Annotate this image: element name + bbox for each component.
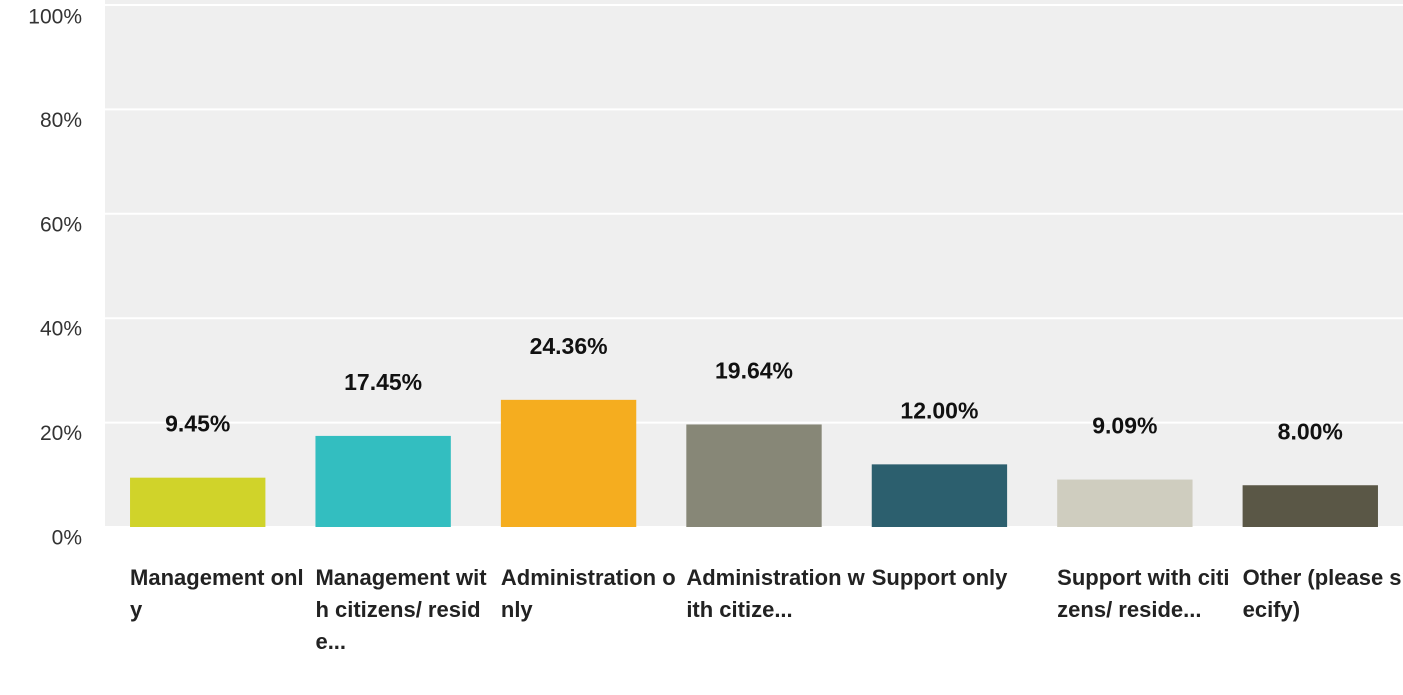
value-label: 9.09%: [1092, 413, 1157, 439]
x-tick-label: Administration only: [500, 565, 676, 622]
bar: [1242, 485, 1378, 527]
y-tick-label: 40%: [40, 318, 82, 341]
value-label: 24.36%: [530, 333, 608, 359]
value-label: 19.64%: [715, 358, 793, 384]
bar: [1057, 479, 1193, 527]
value-label: 17.45%: [344, 369, 422, 395]
value-label: 12.00%: [900, 397, 978, 423]
bar: [686, 424, 822, 527]
x-tick-label: Management with citizens/ reside...: [315, 565, 487, 654]
x-tick-label: Management only: [130, 565, 304, 622]
x-tick-label: Support only: [871, 565, 1008, 590]
value-label: 8.00%: [1278, 418, 1343, 444]
y-tick-label: 20%: [40, 422, 82, 445]
bar: [871, 464, 1008, 527]
y-tick-label: 80%: [40, 109, 82, 132]
bar: [315, 435, 451, 527]
x-tick-label: Other (please specify): [1242, 565, 1403, 622]
bar: [500, 399, 637, 527]
value-label: 9.45%: [165, 411, 230, 437]
y-tick-label: 60%: [40, 213, 82, 236]
x-tick-label: Administration with citize...: [686, 565, 865, 622]
y-tick-label: 0%: [52, 527, 82, 550]
y-tick-label: 100%: [28, 6, 82, 29]
bar: [130, 477, 266, 527]
x-tick-label: Support with citizens/ reside...: [1057, 565, 1230, 622]
